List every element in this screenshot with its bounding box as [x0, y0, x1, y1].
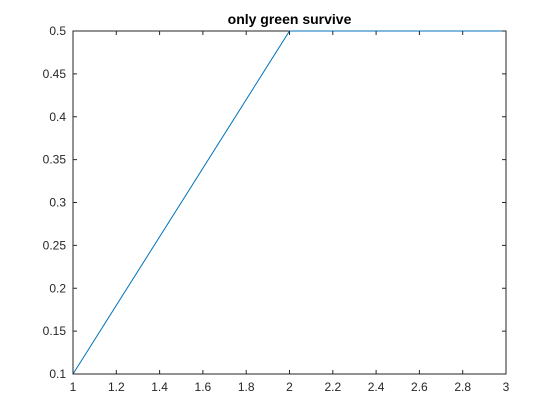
y-tick-label: 0.5: [49, 24, 66, 38]
y-tick-label: 0.25: [43, 238, 67, 252]
x-tick-label: 2.2: [324, 380, 341, 394]
y-axis: 0.1 0.15 0.2 0.25 0.3 0.35 0.4 0.45 0.5: [43, 24, 506, 381]
y-tick-label: 0.4: [49, 110, 66, 124]
x-axis: 1 1.2 1.4 1.6 1.8 2 2.2 2.4 2.6 2.8 3: [70, 31, 510, 394]
x-tick-label: 1: [70, 380, 77, 394]
x-tick-label: 2: [286, 380, 293, 394]
x-tick-label: 1.2: [108, 380, 125, 394]
y-tick-label: 0.35: [43, 153, 67, 167]
x-tick-label: 1.4: [151, 380, 168, 394]
x-tick-label: 2.6: [411, 380, 428, 394]
x-tick-label: 1.8: [238, 380, 255, 394]
chart-title: only green survive: [228, 11, 352, 27]
y-tick-label: 0.15: [43, 324, 67, 338]
y-tick-label: 0.2: [49, 281, 66, 295]
x-tick-label: 1.6: [195, 380, 212, 394]
y-tick-label: 0.3: [49, 196, 66, 210]
axes-frame: [72, 30, 507, 375]
x-tick-label: 2.4: [368, 380, 385, 394]
x-tick-label: 3: [503, 380, 510, 394]
y-tick-label: 0.1: [49, 367, 66, 381]
axes: [72, 30, 507, 375]
y-tick-label: 0.45: [43, 67, 67, 81]
x-tick-label: 2.8: [454, 380, 471, 394]
